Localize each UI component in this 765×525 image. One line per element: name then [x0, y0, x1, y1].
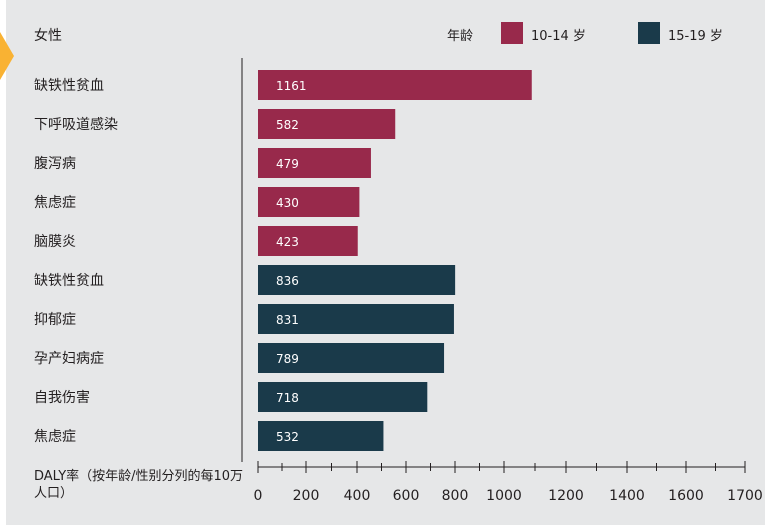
bar-6 [258, 304, 454, 334]
category-label-8: 自我伤害 [34, 390, 90, 406]
bar-value-label-1: 582 [276, 118, 299, 132]
x-tick-label-1: 200 [293, 488, 320, 504]
bar-9 [258, 421, 384, 451]
category-label-0: 缺铁性贫血 [34, 78, 104, 94]
bar-value-label-5: 836 [276, 274, 299, 288]
bar-1 [258, 109, 396, 139]
bar-0 [258, 70, 532, 100]
category-label-1: 下呼吸道感染 [34, 117, 118, 133]
bar-8 [258, 382, 428, 412]
x-tick-label-4: 800 [442, 488, 469, 504]
x-tick-label-5: 1000 [486, 488, 522, 504]
x-tick-label-6: 1200 [548, 488, 584, 504]
legend-label-series-1: 15-19 岁 [668, 29, 723, 44]
x-axis-label: DALY率（按年龄/性别分列的每10万人口） [34, 469, 244, 501]
x-tick-label-3: 600 [393, 488, 420, 504]
bar-value-label-9: 532 [276, 430, 299, 444]
bar-3 [258, 187, 360, 217]
bar-4 [258, 226, 358, 256]
chevron-accent-icon [0, 32, 14, 80]
bar-value-label-4: 423 [276, 235, 299, 249]
bar-2 [258, 148, 371, 178]
bar-value-label-6: 831 [276, 313, 299, 327]
bar-value-label-7: 789 [276, 352, 299, 366]
category-label-9: 焦虑症 [34, 429, 76, 445]
x-tick-label-7: 1400 [609, 488, 645, 504]
bar-value-label-0: 1161 [276, 79, 307, 93]
legend-swatch-series-1 [638, 22, 660, 44]
x-tick-label-0: 0 [254, 488, 263, 504]
chart-title: 女性 [34, 28, 62, 44]
legend-title: 年龄 [447, 29, 474, 44]
x-tick-label-8: 1600 [668, 488, 704, 504]
category-label-7: 孕产妇病症 [34, 351, 104, 367]
x-tick-label-9: 1700 [727, 488, 763, 504]
bar-7 [258, 343, 445, 373]
category-label-5: 缺铁性贫血 [34, 273, 104, 289]
x-tick-label-2: 400 [344, 488, 371, 504]
category-label-4: 脑膜炎 [34, 234, 76, 250]
bar-value-label-2: 479 [276, 157, 299, 171]
bar-5 [258, 265, 456, 295]
category-label-3: 焦虑症 [34, 195, 76, 211]
legend-label-series-0: 10-14 岁 [531, 29, 586, 44]
legend-swatch-series-0 [501, 22, 523, 44]
category-label-6: 抑郁症 [34, 312, 76, 328]
category-label-2: 腹泻病 [34, 156, 76, 172]
bar-value-label-8: 718 [276, 391, 299, 405]
bar-value-label-3: 430 [276, 196, 299, 210]
